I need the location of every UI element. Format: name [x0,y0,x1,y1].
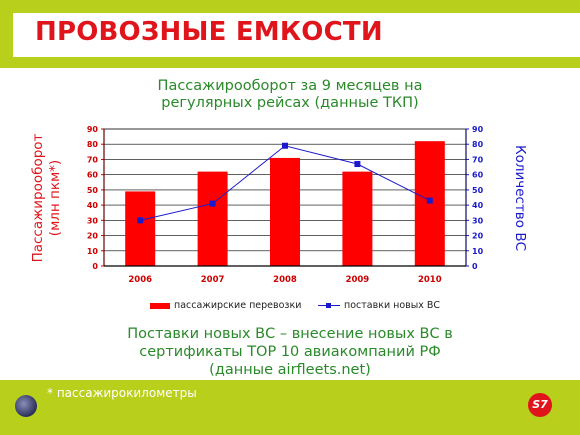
legend-line-marker [318,301,340,311]
footnote: * пассажирокилометры [47,386,197,400]
left-tick-label: 0 [92,262,98,271]
left-tick-label: 70 [87,155,99,164]
x-tick-label: 2009 [346,275,370,285]
line-point [282,142,288,149]
legend-item-line: поставки новых ВС [318,300,440,311]
chart-title-line1: Пассажирооборот за 9 месяцев на [157,78,423,94]
x-tick-label: 2007 [201,275,225,285]
right-tick-label: 30 [472,216,484,225]
line-point [209,200,216,207]
legend-bar-swatch [150,302,170,309]
left-tick-label: 10 [87,247,99,256]
s7-logo-icon: S7 [528,393,552,417]
left-tick-label: 20 [87,232,99,241]
bar [414,141,445,266]
bottom-text-line3: (данные airfleets.net) [209,362,371,378]
bar [342,171,373,266]
chart-title-line2: регулярных рейсах (данные ТКП) [161,95,419,111]
bottom-text-line2: сертификаты ТОР 10 авиакомпаний РФ [139,344,441,360]
x-tick-label: 2010 [418,275,442,285]
right-tick-label: 90 [472,125,484,134]
bar [197,171,228,266]
left-tick-label: 80 [87,140,99,149]
bottom-text-line1: Поставки новых ВС – внесение новых ВС в [127,326,453,342]
line-point [354,161,361,168]
chart-plot: 0 10 20 30 40 50 60 70 80 90 0 10 20 30 40 50 60 70 80 90 20… [87,125,484,285]
right-tick-label: 20 [472,232,484,241]
left-tick-label: 40 [87,201,99,210]
legend-line-label: поставки новых ВС [344,300,441,311]
right-tick-label: 50 [472,186,484,195]
x-tick-label: 2006 [128,275,152,285]
plot-border [103,128,467,267]
left-tick-label: 90 [87,125,99,134]
left-tick-label: 50 [87,186,99,195]
right-tick-label: 80 [472,140,484,149]
left-tick-label: 30 [87,216,99,225]
legend-item-bars: пассажирские перевозки [150,300,301,311]
bar [125,191,156,266]
left-tick-label: 60 [87,171,99,180]
right-tick-label: 60 [472,171,484,180]
right-tick-label: 70 [472,155,484,164]
right-tick-label: 10 [472,247,484,256]
legend-bars-label: пассажирские перевозки [174,300,302,311]
right-tick-label: 0 [472,262,478,271]
globe-logo-icon [15,395,37,417]
right-tick-label: 40 [472,201,484,210]
line-point [137,217,144,224]
page-title: ПРОВОЗНЫЕ ЕМКОСТИ [35,17,383,47]
bar [270,157,300,266]
x-tick-label: 2008 [273,275,297,285]
footer-band [0,380,580,435]
title-box: ПРОВОЗНЫЕ ЕМКОСТИ [13,13,580,57]
line-point [426,197,433,204]
